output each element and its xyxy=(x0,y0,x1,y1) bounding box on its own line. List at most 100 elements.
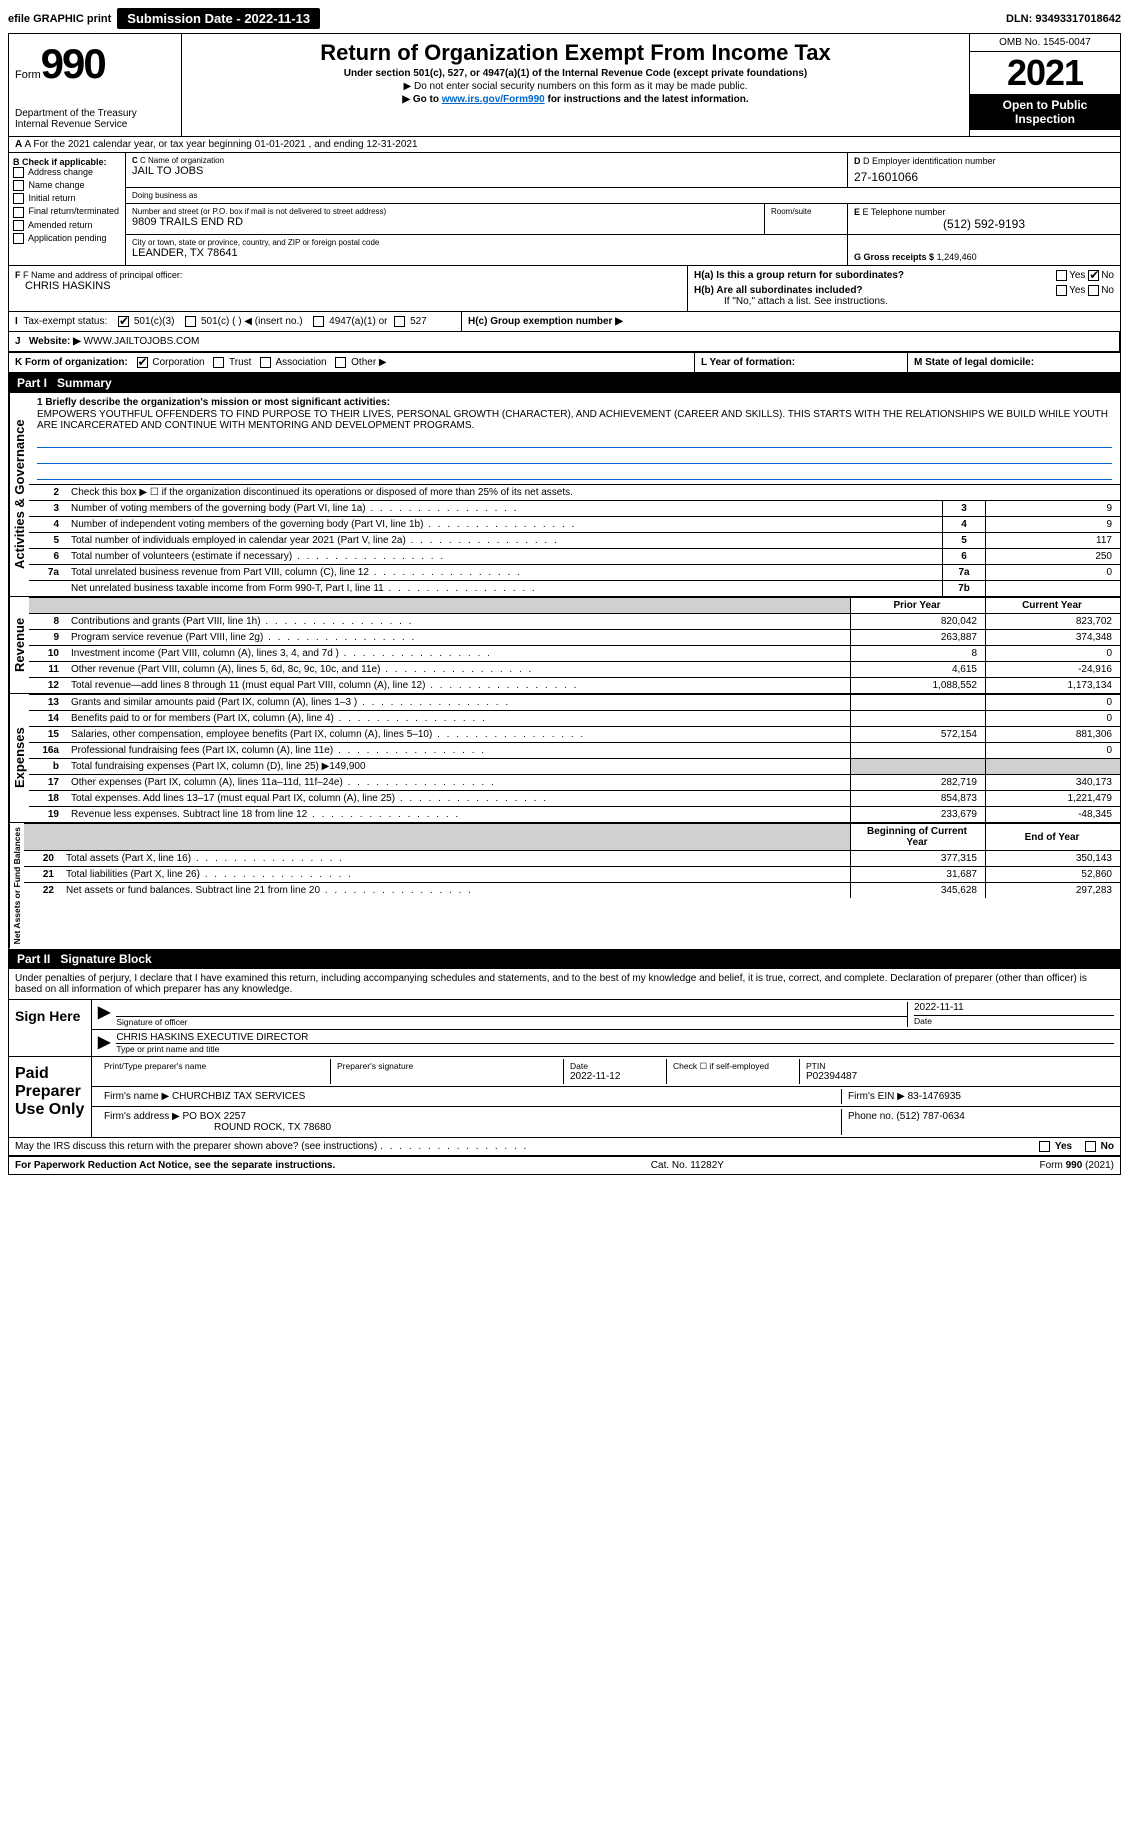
discuss-row: May the IRS discuss this return with the… xyxy=(9,1138,1120,1157)
hc-group-exemption: H(c) Group exemption number ▶ xyxy=(462,312,1120,331)
city-value: LEANDER, TX 78641 xyxy=(132,247,841,259)
row-16a: 16aProfessional fundraising fees (Part I… xyxy=(29,743,1120,759)
h-box: H(a) Is this a group return for subordin… xyxy=(687,266,1120,311)
gross-label: G Gross receipts $ xyxy=(854,252,934,262)
addr-label: Number and street (or P.O. box if mail i… xyxy=(132,207,758,216)
vert-activities: Activities & Governance xyxy=(9,393,29,596)
row-12: 12Total revenue—add lines 8 through 11 (… xyxy=(29,678,1120,694)
dba-label: Doing business as xyxy=(132,191,842,200)
paid-preparer-label: Paid Preparer Use Only xyxy=(9,1057,92,1137)
gross-value: 1,249,460 xyxy=(937,252,977,262)
declaration: Under penalties of perjury, I declare th… xyxy=(9,969,1120,1000)
row-b: bTotal fundraising expenses (Part IX, co… xyxy=(29,759,1120,775)
officer-name-title: CHRIS HASKINS EXECUTIVE DIRECTOR xyxy=(116,1032,1114,1044)
website-value: WWW.JAILTOJOBS.COM xyxy=(84,336,200,347)
row-13: 13Grants and similar amounts paid (Part … xyxy=(29,695,1120,711)
year-header: Beginning of Current YearEnd of Year xyxy=(24,824,1120,851)
phone-value: (512) 592-9193 xyxy=(854,217,1114,231)
cat-no: Cat. No. 11282Y xyxy=(651,1160,724,1171)
prep-date-label: Date xyxy=(570,1061,660,1071)
ein-label: D Employer identification number xyxy=(863,156,996,166)
gov-row-7b: Net unrelated business taxable income fr… xyxy=(29,581,1120,597)
mission-text: EMPOWERS YOUTHFUL OFFENDERS TO FIND PURP… xyxy=(37,408,1112,432)
row-21: 21Total liabilities (Part X, line 26)31,… xyxy=(24,867,1120,883)
row-10: 10Investment income (Part VIII, column (… xyxy=(29,646,1120,662)
prep-name-label: Print/Type preparer's name xyxy=(104,1061,324,1071)
type-name-label: Type or print name and title xyxy=(116,1044,1114,1054)
irs-label: Internal Revenue Service xyxy=(15,119,175,130)
checkbox-final-return-terminated: Final return/terminated xyxy=(13,206,121,217)
vert-expenses: Expenses xyxy=(9,694,29,822)
ptin-label: PTIN xyxy=(806,1061,1108,1071)
efile-label: efile GRAPHIC print xyxy=(8,13,111,25)
subtitle-1: Under section 501(c), 527, or 4947(a)(1)… xyxy=(192,68,959,79)
form-page: Form 990 (2021) xyxy=(1040,1160,1114,1171)
sig-officer-label: Signature of officer xyxy=(116,1017,907,1027)
checkbox-name-change: Name change xyxy=(13,180,121,191)
row-20: 20Total assets (Part X, line 16)377,3153… xyxy=(24,851,1120,867)
tax-year: 2021 xyxy=(970,52,1120,94)
room-label: Room/suite xyxy=(771,207,841,216)
firm-addr1: PO BOX 2257 xyxy=(183,1111,246,1122)
form-of-org: K Form of organization: Corporation Trus… xyxy=(9,353,694,372)
row-9: 9Program service revenue (Part VIII, lin… xyxy=(29,630,1120,646)
checkbox-application-pending: Application pending xyxy=(13,233,121,244)
irs-link[interactable]: www.irs.gov/Form990 xyxy=(442,94,545,105)
checkbox-initial-return: Initial return xyxy=(13,193,121,204)
row-14: 14Benefits paid to or for members (Part … xyxy=(29,711,1120,727)
gov-row-5: 5Total number of individuals employed in… xyxy=(29,533,1120,549)
vert-netassets: Net Assets or Fund Balances xyxy=(9,823,24,948)
arrow-icon: ▶ xyxy=(98,1002,110,1027)
expenses-table: 13Grants and similar amounts paid (Part … xyxy=(29,694,1120,822)
website-row: J Website: ▶ WWW.JAILTOJOBS.COM xyxy=(9,332,1120,351)
dept-treasury: Department of the Treasury xyxy=(15,108,175,119)
state-domicile: M State of legal domicile: xyxy=(907,353,1120,372)
checkbox-address-change: Address change xyxy=(13,167,121,178)
governance-table: 2Check this box ▶ ☐ if the organization … xyxy=(29,484,1120,596)
row-a-period: A A For the 2021 calendar year, or tax y… xyxy=(9,137,1120,153)
year-formation: L Year of formation: xyxy=(694,353,907,372)
ptin-value: P02394487 xyxy=(806,1071,1108,1082)
col-b-checkboxes: B Check if applicable: Address change Na… xyxy=(9,153,126,265)
arrow-icon: ▶ xyxy=(98,1032,110,1054)
subtitle-3: ▶ Go to www.irs.gov/Form990 for instruct… xyxy=(192,94,959,105)
subtitle-2: ▶ Do not enter social security numbers o… xyxy=(192,81,959,92)
submission-date: Submission Date - 2022-11-13 xyxy=(117,8,320,29)
check-self: Check ☐ if self-employed xyxy=(673,1061,793,1072)
firm-phone: (512) 787-0634 xyxy=(896,1111,964,1122)
form-number: Form990 xyxy=(15,40,175,88)
row-19: 19Revenue less expenses. Subtract line 1… xyxy=(29,807,1120,823)
mission-block: 1 Briefly describe the organization's mi… xyxy=(29,393,1120,484)
firm-ein: 83-1476935 xyxy=(908,1091,961,1102)
checkbox-amended-return: Amended return xyxy=(13,220,121,231)
netassets-table: Beginning of Current YearEnd of Year20To… xyxy=(24,823,1120,898)
row-22: 22Net assets or fund balances. Subtract … xyxy=(24,883,1120,899)
vert-revenue: Revenue xyxy=(9,597,29,693)
date-label: Date xyxy=(914,1016,1114,1026)
revenue-table: Prior YearCurrent Year8Contributions and… xyxy=(29,597,1120,693)
firm-name: CHURCHBIZ TAX SERVICES xyxy=(172,1091,305,1102)
prep-sig-label: Preparer's signature xyxy=(337,1061,557,1071)
phone-label: E Telephone number xyxy=(863,207,946,217)
paperwork-notice: For Paperwork Reduction Act Notice, see … xyxy=(15,1160,335,1171)
ein-value: 27-1601066 xyxy=(854,170,1114,184)
gov-row-7a: 7aTotal unrelated business revenue from … xyxy=(29,565,1120,581)
open-to-public: Open to Public Inspection xyxy=(970,94,1120,130)
omb-number: OMB No. 1545-0047 xyxy=(970,34,1120,52)
part2-header: Part II Signature Block xyxy=(9,949,1120,969)
sign-here-label: Sign Here xyxy=(9,1000,92,1056)
row-15: 15Salaries, other compensation, employee… xyxy=(29,727,1120,743)
street-address: 9809 TRAILS END RD xyxy=(132,216,758,228)
firm-ein-label: Firm's EIN ▶ xyxy=(848,1091,905,1102)
row-18: 18Total expenses. Add lines 13–17 (must … xyxy=(29,791,1120,807)
org-name: JAIL TO JOBS xyxy=(132,165,841,177)
officer-name: CHRIS HASKINS xyxy=(25,280,681,292)
firm-addr2: ROUND ROCK, TX 78680 xyxy=(214,1122,835,1133)
row-11: 11Other revenue (Part VIII, column (A), … xyxy=(29,662,1120,678)
row-17: 17Other expenses (Part IX, column (A), l… xyxy=(29,775,1120,791)
tax-exempt-status: I Tax-exempt status: 501(c)(3) 501(c) ( … xyxy=(9,312,462,331)
prep-date: 2022-11-12 xyxy=(570,1071,660,1082)
gov-row-6: 6Total number of volunteers (estimate if… xyxy=(29,549,1120,565)
firm-phone-label: Phone no. xyxy=(848,1111,894,1122)
officer-label: F Name and address of principal officer: xyxy=(23,270,182,280)
